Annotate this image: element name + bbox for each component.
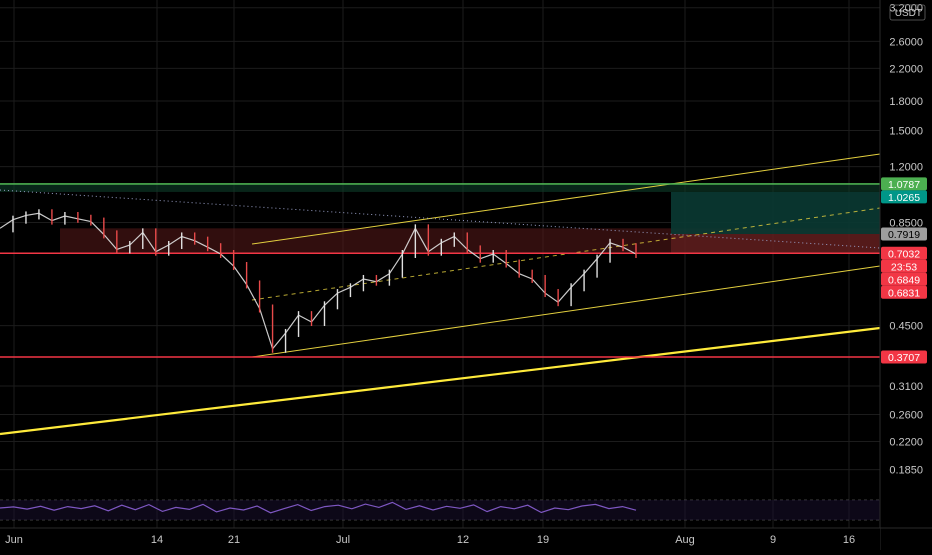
- price-tag-bg: [881, 246, 927, 260]
- x-tick-label: Jul: [336, 534, 350, 546]
- price-tag-label: 0.7919: [888, 229, 920, 241]
- y-tick-label: 0.3100: [889, 381, 923, 393]
- x-tick-label: Aug: [675, 534, 695, 546]
- price-tag-label: 0.6831: [888, 287, 920, 299]
- channel-upper-trendline: [251, 153, 881, 245]
- rsi-line: [0, 501, 637, 514]
- price-tag-label: 1.0265: [888, 192, 920, 204]
- quote-currency-box: [889, 4, 926, 21]
- y-tick-label: 0.2600: [889, 409, 923, 421]
- rsi-band-fill: [0, 500, 880, 520]
- y-tick-label: 2.6000: [889, 36, 923, 48]
- quote-currency-label: USDT: [895, 8, 922, 19]
- price-tag-bg: [881, 190, 927, 204]
- target-zone: [671, 191, 880, 234]
- x-tick-label: 14: [151, 534, 163, 546]
- rsi-panel: [0, 499, 880, 521]
- price-tag-bg: [881, 177, 927, 191]
- horizontal-levels: [0, 183, 880, 358]
- time-axis[interactable]: Jun 14 21 Jul 12 19 Aug 9 16: [0, 527, 932, 550]
- price-tag-bg: [881, 285, 927, 299]
- green-band-zone: [0, 183, 880, 192]
- trendlines: [0, 153, 881, 436]
- y-tick-label: 0.2200: [889, 437, 923, 449]
- time-axis-background: [0, 528, 880, 550]
- price-tag-label: 1.0787: [888, 179, 920, 191]
- x-tick-label: Jun: [5, 534, 23, 546]
- x-tick-label: 12: [457, 534, 469, 546]
- x-tick-label: 19: [537, 534, 549, 546]
- price-tag-bg: [881, 259, 927, 273]
- descending-dotted-trendline: [0, 189, 881, 249]
- y-tick-label: 3.2000: [889, 3, 923, 15]
- price-tag-label: 23:53: [891, 261, 917, 273]
- price-series: [0, 209, 637, 353]
- price-tag-label: 0.6849: [888, 274, 920, 286]
- price-tag-bg: [881, 227, 927, 241]
- price-tag-label: 0.3707: [888, 352, 920, 364]
- price-tag-label: 0.7032: [888, 248, 920, 260]
- y-tick-label: 1.2000: [889, 162, 923, 174]
- long-term-support-trendline: [0, 326, 881, 436]
- y-tick-label: 2.2000: [889, 63, 923, 75]
- y-tick-label: 1.8000: [889, 96, 923, 108]
- y-tick-label: 1.5000: [889, 125, 923, 137]
- x-tick-label: 16: [843, 534, 855, 546]
- y-tick-label: 0.4500: [889, 321, 923, 333]
- price-line: [0, 212, 637, 351]
- channel-mid-dashed-line: [251, 207, 881, 301]
- x-tick-label: 21: [228, 534, 240, 546]
- stop-zone: [671, 234, 880, 254]
- y-tick-label: 0.1850: [889, 465, 923, 477]
- y-tick-label: 0.8500: [889, 218, 923, 230]
- price-tag-bg: [881, 272, 927, 286]
- price-tag-bg: [881, 350, 927, 364]
- channel-lower-trendline: [251, 265, 881, 358]
- grid-lines: [0, 0, 880, 528]
- x-tick-label: 9: [770, 534, 776, 546]
